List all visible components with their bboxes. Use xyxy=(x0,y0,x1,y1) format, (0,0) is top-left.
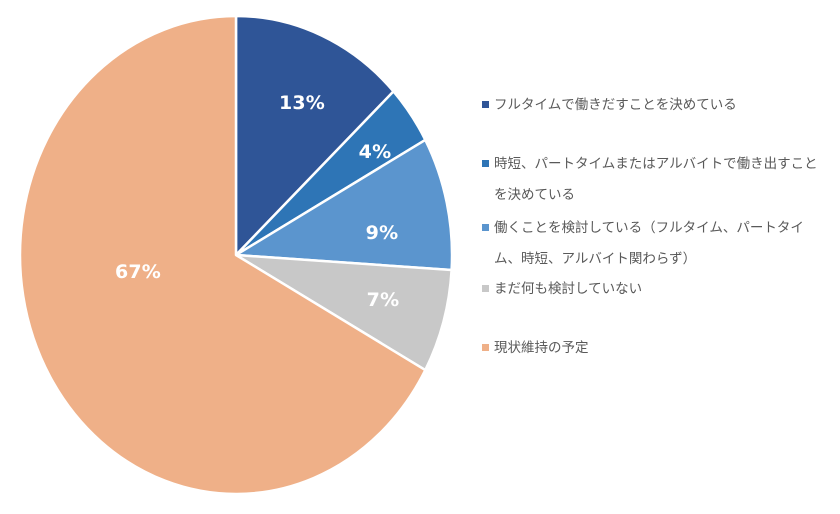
slice-label-considering: 9% xyxy=(365,222,399,244)
slice-label-fulltime: 13% xyxy=(278,92,326,114)
legend-item-not-yet[interactable]: まだ何も検討していない xyxy=(480,274,835,305)
slice-considering[interactable] xyxy=(234,138,454,272)
legend-label: 働くことを検討している（フルタイム、パートタイ xyxy=(494,220,804,236)
legend-item-fulltime[interactable]: フルタイムで働きだすことを決めている xyxy=(480,90,835,121)
legend-label: フルタイムで働きだすことを決めている xyxy=(494,97,737,113)
legend-item-status-quo[interactable]: 現状維持の予定 xyxy=(480,333,835,364)
slice-label-status-quo: 67% xyxy=(114,261,162,283)
slice-not-yet[interactable] xyxy=(234,253,453,372)
legend-item-parttime[interactable]: 時短、パートタイムまたはアルバイトで働き出すこと を決めている xyxy=(480,149,835,211)
legend-marker-square-icon xyxy=(482,160,489,167)
legend-marker-square-icon xyxy=(482,224,489,231)
legend-marker-square-icon xyxy=(482,285,489,292)
slice-label-not-yet: 7% xyxy=(366,289,400,311)
legend-label-continued: ム、時短、アルバイト関わらず） xyxy=(494,251,697,267)
slice-fulltime[interactable] xyxy=(234,14,395,257)
legend-label: 現状維持の予定 xyxy=(494,340,589,356)
slice-status-quo[interactable] xyxy=(18,14,427,496)
legend-marker-square-icon xyxy=(482,344,489,351)
legend-label: 時短、パートタイムまたはアルバイトで働き出すこと xyxy=(494,156,818,172)
slice-label-parttime: 4% xyxy=(358,141,392,163)
legend-item-considering[interactable]: 働くことを検討している（フルタイム、パートタイ ム、時短、アルバイト関わらず） xyxy=(480,213,835,275)
legend-marker-square-icon xyxy=(482,101,489,108)
legend-label-continued: を決めている xyxy=(494,187,575,203)
legend-label: まだ何も検討していない xyxy=(494,281,643,297)
